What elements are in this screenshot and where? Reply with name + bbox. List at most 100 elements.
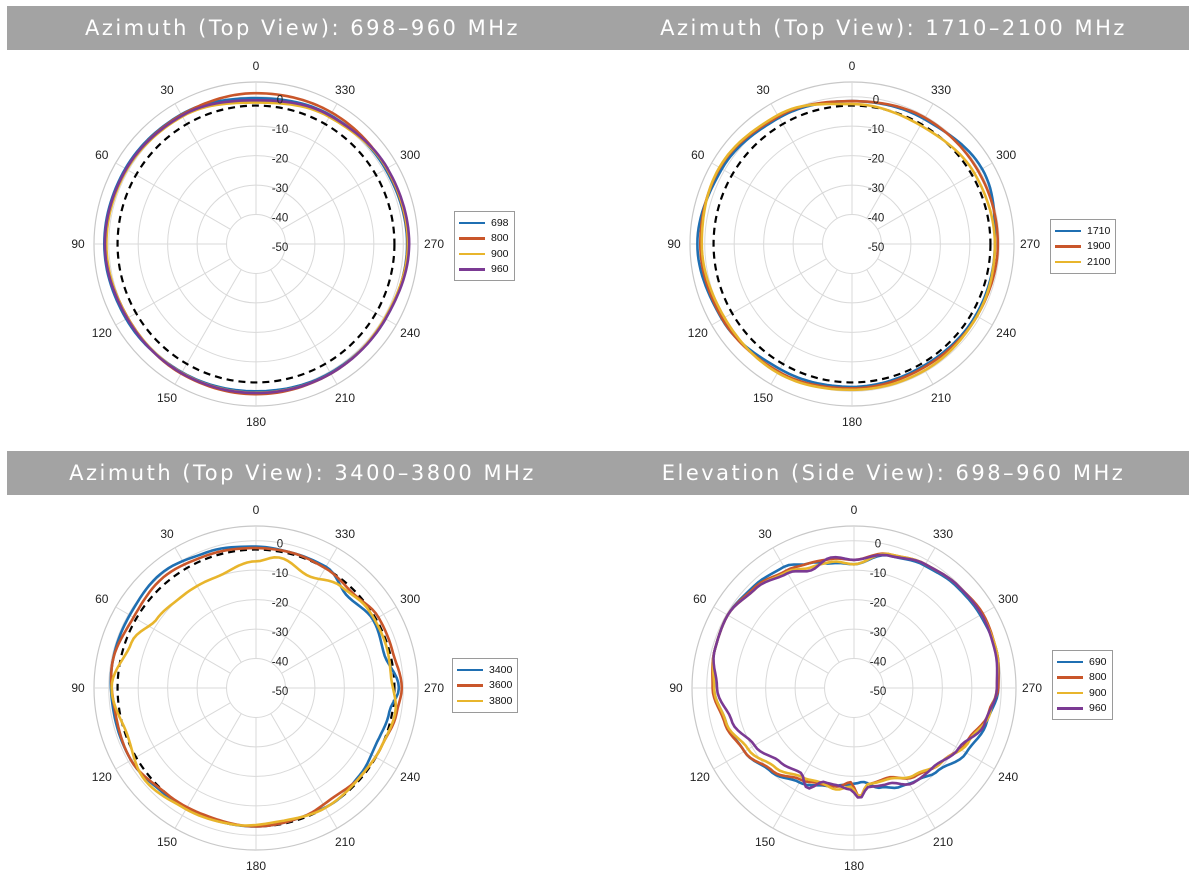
radial-tick-label: -20 <box>272 598 289 610</box>
angle-tick-label: 90 <box>71 681 85 695</box>
radial-tick-label: -30 <box>272 627 289 639</box>
radial-tick-label: -30 <box>868 183 885 195</box>
angle-tick-label: 300 <box>400 592 420 606</box>
grid-spoke <box>115 162 231 230</box>
polar-plot: 0 30 60 90 120 150 180 210 240 270 300 330 0 -10 -20 -3… <box>669 503 1042 873</box>
legend-swatch <box>1057 676 1083 679</box>
grid-spoke <box>770 269 838 385</box>
grid-spoke <box>713 702 829 770</box>
chart-panel-3: Azimuth (Top View): 3400–3800 MHz 0 30 60 9… <box>7 451 598 876</box>
radial-tick-label: 0 <box>277 95 283 107</box>
grid-spoke <box>879 606 995 674</box>
radial-tick-label: -10 <box>868 124 885 136</box>
angle-tick-label: 300 <box>996 148 1016 162</box>
legend-label: 698 <box>491 216 509 229</box>
legend-swatch <box>1057 707 1083 710</box>
radial-tick-label: 0 <box>873 95 879 107</box>
legend-item: 800 <box>1057 670 1107 686</box>
legend-label: 3800 <box>489 694 513 707</box>
angle-tick-label: 30 <box>758 527 772 541</box>
radial-tick-label: -10 <box>272 124 289 136</box>
legend: 3400 3600 3800 <box>452 658 519 713</box>
radial-tick-label: -50 <box>272 242 289 254</box>
angle-tick-label: 60 <box>691 148 705 162</box>
radial-tick-label: -50 <box>868 242 885 254</box>
angle-tick-label: 180 <box>246 859 266 873</box>
angle-tick-label: 120 <box>688 326 708 340</box>
grid-spoke <box>281 162 397 230</box>
angle-tick-label: 270 <box>1020 237 1040 251</box>
radial-tick-label: -30 <box>272 183 289 195</box>
angle-tick-label: 30 <box>756 83 770 97</box>
series-line-3800 <box>110 556 398 827</box>
legend-swatch <box>457 668 483 671</box>
radial-tick-label: -20 <box>868 154 885 166</box>
grid-spoke <box>281 702 397 770</box>
polar-plot: 0 30 60 90 120 150 180 210 240 270 300 330 0 -10 -20 -3… <box>667 59 1040 429</box>
grid-spoke <box>877 162 993 230</box>
angle-tick-label: 0 <box>851 503 858 517</box>
angle-tick-label: 0 <box>253 59 260 73</box>
series-line-2100 <box>700 102 997 392</box>
legend-swatch <box>457 699 483 702</box>
radial-tick-label: 0 <box>277 539 283 551</box>
legend: 698 800 900 960 <box>454 211 515 281</box>
angle-tick-label: 210 <box>335 835 355 849</box>
angle-tick-label: 180 <box>844 859 864 873</box>
grid-spoke <box>772 713 840 829</box>
radial-tick-label: -50 <box>272 686 289 698</box>
grid-spoke <box>711 258 827 326</box>
legend-swatch <box>1057 660 1083 663</box>
radial-tick-label: -20 <box>870 598 887 610</box>
angle-tick-label: 240 <box>996 326 1016 340</box>
legend: 1710 1900 2100 <box>1050 219 1117 274</box>
grid-spoke <box>270 269 338 385</box>
angle-tick-label: 150 <box>157 835 177 849</box>
grid-spoke <box>281 606 397 674</box>
angle-tick-label: 330 <box>335 83 355 97</box>
legend-label: 900 <box>1089 686 1107 699</box>
legend-item: 1900 <box>1055 239 1110 255</box>
angle-tick-label: 90 <box>71 237 85 251</box>
grid-spoke <box>877 258 993 326</box>
legend-swatch <box>459 221 485 224</box>
legend: 690 800 900 960 <box>1052 650 1113 720</box>
chart-title: Azimuth (Top View): 1710–2100 MHz <box>598 6 1189 50</box>
angle-tick-label: 150 <box>755 835 775 849</box>
radial-tick-label: -50 <box>870 686 887 698</box>
radial-tick-label: -40 <box>272 213 289 225</box>
polar-plot: 0 30 60 90 120 150 180 210 240 270 300 330 0 -10 -20 -3… <box>71 503 444 873</box>
angle-tick-label: 120 <box>690 770 710 784</box>
grid-spoke <box>713 606 829 674</box>
grid-ring <box>824 658 884 718</box>
grid-spoke <box>174 269 242 385</box>
reference-circle <box>712 104 992 384</box>
polar-plot: 0 30 60 90 120 150 180 210 240 270 300 330 0 -10 -20 -3… <box>71 59 444 429</box>
grid-spoke <box>866 103 934 219</box>
radial-tick-label: -40 <box>272 657 289 669</box>
grid-spoke <box>115 606 231 674</box>
angle-tick-label: 180 <box>246 415 266 429</box>
angle-tick-label: 240 <box>400 770 420 784</box>
legend-swatch <box>1055 229 1081 232</box>
chart-panel-4: Elevation (Side View): 698–960 MHz 0 30 60… <box>598 451 1189 876</box>
reference-circle <box>116 104 396 384</box>
angle-tick-label: 90 <box>667 237 681 251</box>
radial-tick-label: -20 <box>272 154 289 166</box>
legend-label: 3600 <box>489 679 513 692</box>
legend-label: 690 <box>1089 655 1107 668</box>
legend-swatch <box>1055 260 1081 263</box>
series-line-1710 <box>696 99 997 389</box>
radial-tick-label: -40 <box>870 657 887 669</box>
angle-tick-label: 300 <box>400 148 420 162</box>
legend-swatch <box>459 237 485 240</box>
legend-swatch <box>1055 245 1081 248</box>
grid-spoke <box>281 258 397 326</box>
angle-tick-label: 330 <box>931 83 951 97</box>
angle-tick-label: 210 <box>335 391 355 405</box>
legend-item: 960 <box>1057 701 1107 717</box>
chart-panel-1: Azimuth (Top View): 698–960 MHz 0 30 60 90 1… <box>7 6 598 436</box>
grid-spoke <box>115 702 231 770</box>
legend-item: 1710 <box>1055 223 1110 239</box>
angle-tick-label: 330 <box>335 527 355 541</box>
